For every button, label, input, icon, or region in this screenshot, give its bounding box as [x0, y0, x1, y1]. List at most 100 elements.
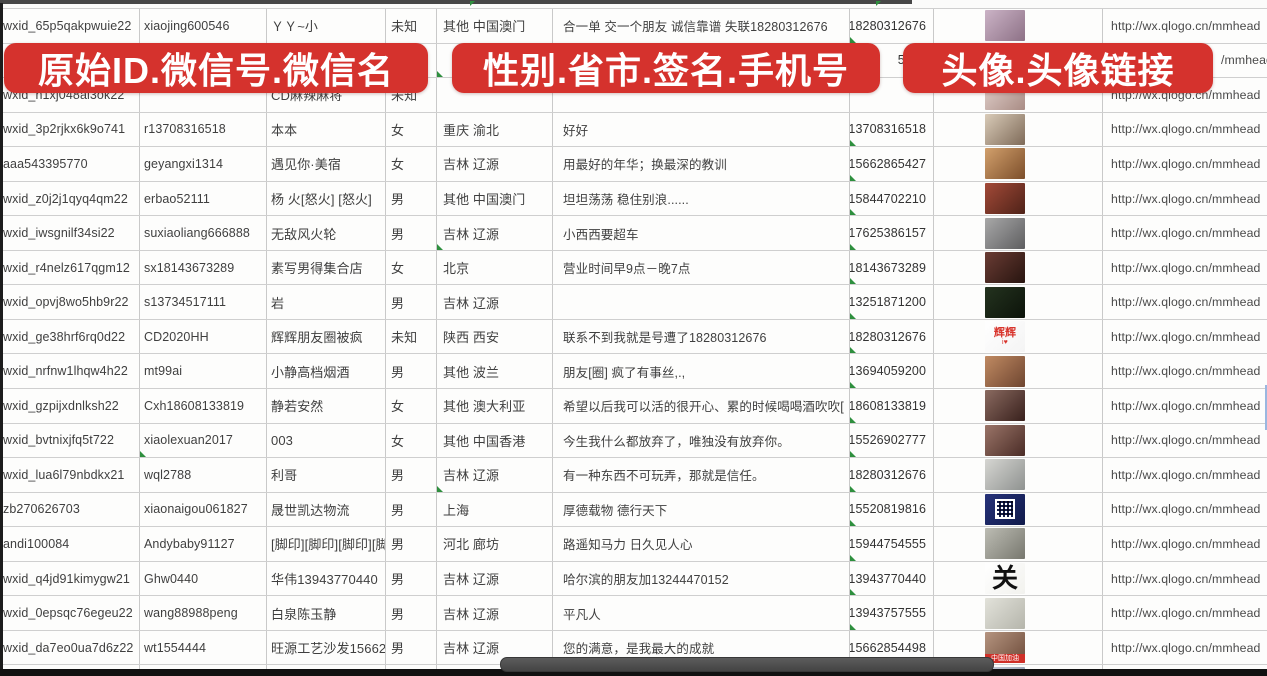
cell-wxid[interactable]: wxid_z0j2j1qyq4qm22 — [0, 181, 140, 216]
cell-wxid[interactable]: andi100084 — [0, 527, 140, 561]
cell-wxid[interactable]: zb270626703 — [0, 492, 140, 527]
cell-signature[interactable] — [553, 78, 850, 112]
cell-name[interactable]: 无敌风火轮 — [267, 216, 386, 250]
cell-signature[interactable] — [553, 285, 850, 319]
cell-gender[interactable] — [386, 43, 437, 78]
cell-phone[interactable]: 15520819816 — [850, 492, 934, 527]
cell-signature[interactable]: 用最好的年华；换最深的教训 — [553, 147, 850, 181]
cell-url[interactable]: http://wx.qlogo.cn/mmhead — [1103, 527, 1267, 561]
cell-wxid[interactable]: aaa543395770 — [0, 147, 140, 181]
cell-signature[interactable]: 路遥知马力 日久见人心 — [553, 527, 850, 561]
cell-name[interactable]: 白泉陈玉静 — [267, 596, 386, 630]
cell-url[interactable]: http://wx.qlogo.cn/mmhead — [1103, 389, 1267, 423]
cell-avatar[interactable] — [934, 181, 1103, 216]
vertical-scrollbar-sliver[interactable] — [1265, 385, 1267, 430]
cell-gender[interactable]: 男 — [386, 630, 437, 665]
cell-wechat_id[interactable]: s13734517111 — [140, 285, 267, 319]
cell-wechat_id[interactable]: Ghw0440 — [140, 561, 267, 596]
cell-name[interactable]: 003 — [267, 423, 386, 458]
cell-phone[interactable]: 18280312676 — [850, 458, 934, 492]
cell-region[interactable]: 其他 中国澳门 — [437, 181, 553, 216]
cell-phone[interactable]: 13251871200 — [850, 285, 934, 319]
cell-url[interactable]: http://wx.qlogo.cn/mmhead — [1103, 113, 1267, 147]
cell-signature[interactable]: 有一种东西不可玩弄，那就是信任。 — [553, 458, 850, 492]
cell-signature[interactable]: 您的满意，是我最大的成就 — [553, 630, 850, 665]
cell-phone[interactable]: 15662865427 — [850, 147, 934, 181]
cell-avatar[interactable] — [934, 389, 1103, 423]
cell-phone[interactable]: 15844702210 — [850, 181, 934, 216]
cell-url[interactable]: /mmhead — [1103, 44, 1267, 78]
cell-region[interactable]: 河北 廊坊 — [437, 527, 553, 561]
cell-region[interactable] — [437, 78, 553, 112]
cell-wxid[interactable]: wxid_3p2rjkx6k9o741 — [0, 112, 140, 147]
cell-wxid[interactable]: wxid_gzpijxdnlksh22 — [0, 389, 140, 423]
cell-phone[interactable]: 18608133819 — [850, 389, 934, 423]
cell-name[interactable]: 辉辉朋友圈被疯 — [267, 319, 386, 354]
cell-name[interactable]: 小静高档烟酒 — [267, 354, 386, 389]
cell-avatar[interactable] — [934, 354, 1103, 389]
cell-signature[interactable]: 希望以后我可以活的很开心、累的时候喝喝酒吹吹[ — [553, 389, 850, 423]
cell-wechat_id[interactable]: CD2020HH — [140, 319, 267, 354]
cell-wechat_id[interactable]: Andybaby91127 — [140, 527, 267, 561]
cell-gender[interactable]: 男 — [386, 561, 437, 596]
cell-name[interactable]: 杨 火[怒火] [怒火] — [267, 181, 386, 216]
cell-wxid[interactable]: wxid_opvj8wo5hb9r22 — [0, 285, 140, 319]
cell-url[interactable]: http://wx.qlogo.cn/mmhead — [1103, 285, 1267, 319]
cell-region[interactable]: 上海 — [437, 492, 553, 527]
cell-url[interactable]: http://wx.qlogo.cn/mmhead — [1103, 182, 1267, 216]
cell-region[interactable]: 吉林 辽源 — [437, 561, 553, 596]
cell-avatar[interactable] — [934, 596, 1103, 630]
cell-signature[interactable]: 平凡人 — [553, 596, 850, 630]
cell-avatar[interactable] — [934, 527, 1103, 561]
cell-name[interactable]: 静若安然 — [267, 389, 386, 423]
cell-region[interactable]: 吉林 辽源 — [437, 216, 553, 250]
cell-wechat_id[interactable]: wql2788 — [140, 458, 267, 492]
cell-gender[interactable]: 女 — [386, 250, 437, 285]
cell-wechat_id[interactable]: r13708316518 — [140, 112, 267, 147]
cell-phone[interactable]: 17625386157 — [850, 216, 934, 250]
cell-signature[interactable]: 今生我什么都放弃了，唯独没有放弃你。 — [553, 423, 850, 458]
cell-phone[interactable]: 13708316518 — [850, 112, 934, 147]
cell-name[interactable]: 华伟13943770440 — [267, 561, 386, 596]
cell-url[interactable]: http://wx.qlogo.cn/mmhead — [1103, 631, 1267, 665]
cell-region[interactable]: 吉林 辽源 — [437, 285, 553, 319]
cell-avatar[interactable] — [934, 492, 1103, 527]
cell-gender[interactable]: 男 — [386, 285, 437, 319]
cell-wechat_id[interactable]: mt99ai — [140, 354, 267, 389]
cell-avatar[interactable]: 关 — [934, 561, 1103, 596]
cell-gender[interactable]: 未知 — [386, 9, 437, 43]
cell-region[interactable]: 其他 澳大利亚 — [437, 389, 553, 423]
cell-url[interactable]: http://wx.qlogo.cn/mmhead — [1103, 147, 1267, 181]
cell-name[interactable]: ＹＹ~小 — [267, 9, 386, 43]
cell-wxid[interactable]: wxid_bvtnixjfq5t722 — [0, 423, 140, 458]
cell-signature[interactable]: 厚德载物 德行天下 — [553, 492, 850, 527]
cell-signature[interactable]: 朋友[圈] 疯了有事丝,., — [553, 354, 850, 389]
cell-name[interactable]: 利哥 — [267, 458, 386, 492]
cell-phone[interactable]: 18280312676 — [850, 9, 934, 43]
cell-avatar[interactable] — [934, 285, 1103, 319]
cell-gender[interactable]: 男 — [386, 216, 437, 250]
cell-wechat_id[interactable]: sx18143673289 — [140, 250, 267, 285]
cell-wxid[interactable]: wxid_iwsgnilf34si22 — [0, 216, 140, 250]
cell-signature[interactable]: 好好 — [553, 112, 850, 147]
cell-gender[interactable]: 女 — [386, 423, 437, 458]
cell-gender[interactable]: 女 — [386, 147, 437, 181]
cell-region[interactable]: 吉林 辽源 — [437, 596, 553, 630]
cell-gender[interactable]: 女 — [386, 389, 437, 423]
cell-wechat_id[interactable] — [140, 78, 267, 112]
cell-name[interactable]: [脚印][脚印][脚印][脚印 — [267, 527, 386, 561]
cell-avatar[interactable] — [934, 147, 1103, 181]
cell-avatar[interactable] — [934, 458, 1103, 492]
cell-wxid[interactable]: wxid_ge38hrf6rq0d22 — [0, 319, 140, 354]
horizontal-scrollbar-thumb[interactable] — [500, 657, 994, 672]
cell-wxid[interactable]: wxid_da7eo0ua7d6z22 — [0, 630, 140, 665]
cell-phone[interactable]: 15526902777 — [850, 423, 934, 458]
cell-region[interactable]: 其他 中国澳门 — [437, 9, 553, 43]
cell-signature[interactable]: 哈尔滨的朋友加13244470152 — [553, 561, 850, 596]
cell-avatar[interactable] — [934, 9, 1103, 43]
cell-avatar[interactable] — [934, 250, 1103, 285]
cell-gender[interactable]: 男 — [386, 181, 437, 216]
cell-name[interactable]: 素写男得集合店 — [267, 250, 386, 285]
cell-region[interactable]: 北京 — [437, 250, 553, 285]
cell-gender[interactable]: 男 — [386, 596, 437, 630]
